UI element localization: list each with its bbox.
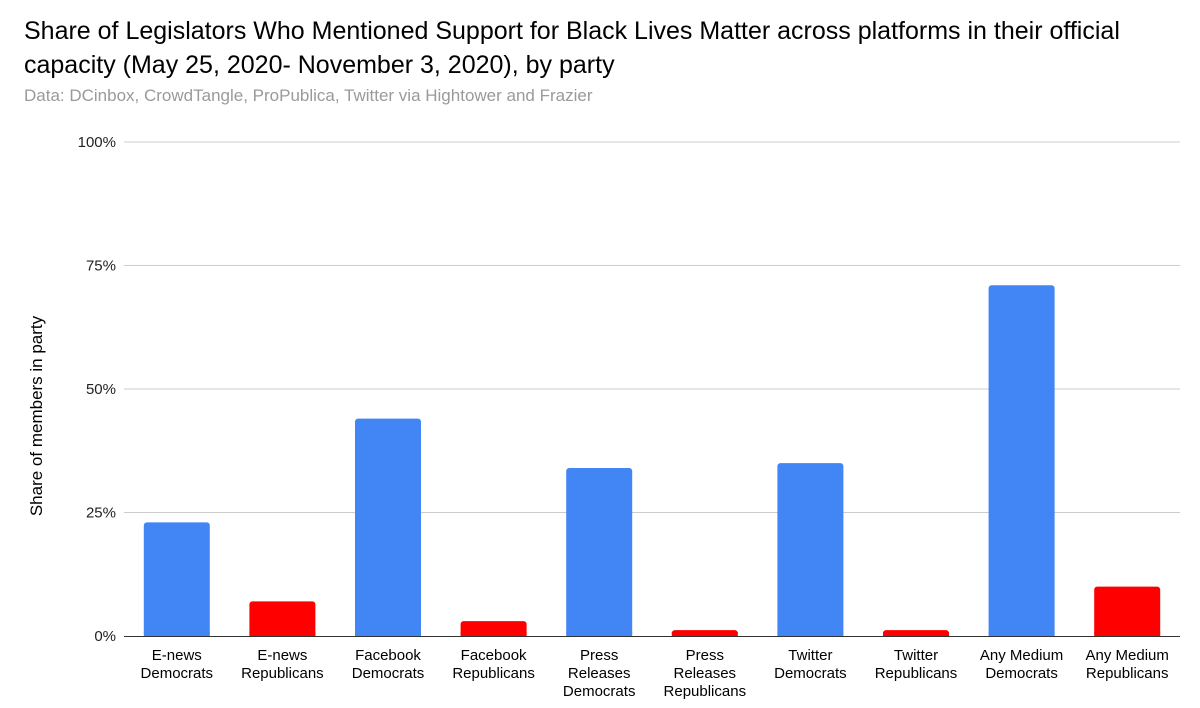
bar — [566, 468, 633, 636]
y-tick-label: 0% — [94, 628, 116, 645]
bar-base — [1094, 632, 1161, 636]
x-tick-label: Twitter Democrats — [774, 647, 847, 682]
bar-base — [988, 632, 1055, 636]
y-tick-label: 50% — [86, 381, 116, 398]
x-tick-label: Press Releases Democrats — [563, 647, 636, 700]
x-tick-label: Facebook Democrats — [352, 647, 425, 682]
x-tick-label: Twitter Republicans — [875, 647, 958, 682]
bars — [143, 285, 1161, 636]
bar-base — [883, 632, 949, 636]
bar — [777, 463, 844, 636]
chart-subtitle: Data: DCinbox, CrowdTangle, ProPublica, … — [24, 86, 593, 105]
bar — [249, 601, 316, 636]
bar-base — [460, 632, 527, 636]
x-tick-label: Any Medium Republicans — [1086, 647, 1169, 682]
bar-base — [143, 632, 210, 636]
bar — [988, 285, 1055, 636]
y-tick-label: 100% — [78, 134, 116, 151]
bar-base — [777, 632, 844, 636]
bar — [355, 418, 421, 636]
x-tick-label: Facebook Republicans — [452, 647, 535, 682]
bar — [143, 522, 210, 636]
y-axis-title: Share of members in party — [27, 315, 46, 516]
x-tick-label: E-news Republicans — [241, 647, 324, 682]
y-tick-label: 75% — [86, 258, 116, 275]
chart-title: Share of Legislators Who Mentioned Suppo… — [24, 17, 1120, 79]
bar-base — [671, 632, 738, 636]
bar-base — [249, 632, 316, 636]
y-tick-label: 25% — [86, 505, 116, 522]
x-tick-label: Press Releases Republicans — [664, 647, 747, 700]
x-tick-label: E-news Democrats — [141, 647, 214, 682]
x-tick-label: Any Medium Democrats — [980, 647, 1063, 682]
bar-base — [566, 632, 633, 636]
x-axis-labels: E-news Democrats E-news Republicans Facebook… — [141, 647, 1169, 700]
bar — [1094, 586, 1161, 636]
bar-base — [355, 632, 421, 636]
y-axis-ticks: 0% 25% 50% 75% 100% — [78, 134, 116, 645]
